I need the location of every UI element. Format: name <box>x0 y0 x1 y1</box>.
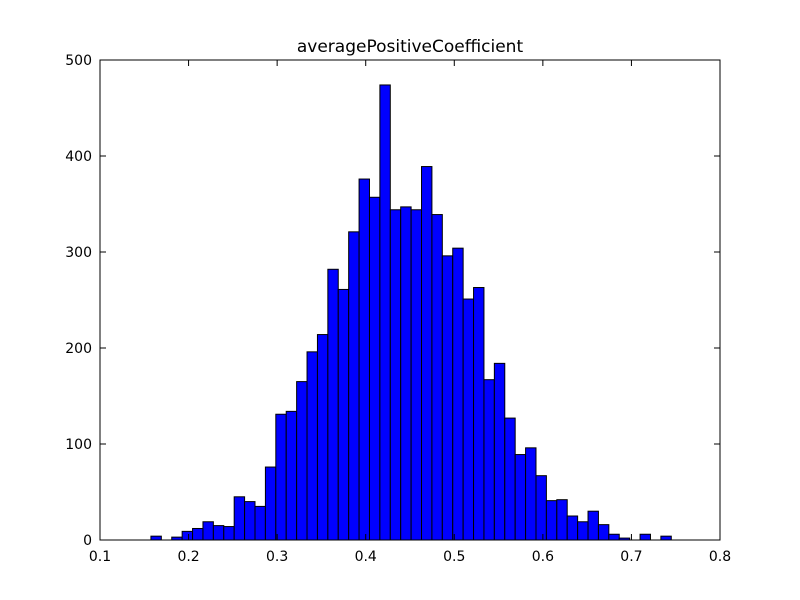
histogram-bar <box>285 410 298 541</box>
histogram-bar <box>306 351 318 541</box>
histogram-bar <box>254 505 266 541</box>
histogram-bar <box>556 499 568 541</box>
bars-group <box>150 84 672 541</box>
histogram-bar <box>421 166 433 541</box>
histogram-bar <box>514 454 527 541</box>
histogram-bar <box>379 84 391 541</box>
histogram-bar <box>441 255 454 541</box>
y-tick-label: 200 <box>65 341 92 357</box>
histogram-bar <box>660 535 672 541</box>
histogram-bar <box>452 247 464 541</box>
y-tick-label: 100 <box>65 437 92 453</box>
histogram-bar <box>337 288 350 541</box>
histogram-bar <box>233 496 246 541</box>
histogram-bar <box>192 527 204 541</box>
y-tick-label: 500 <box>65 53 92 69</box>
histogram-bar <box>275 413 287 541</box>
histogram-bar <box>348 231 360 541</box>
histogram-bar <box>410 209 423 541</box>
x-tick-label: 0.1 <box>89 549 111 565</box>
histogram-bar <box>545 500 558 541</box>
histogram-bar <box>150 535 162 541</box>
histogram-bar <box>608 533 620 541</box>
chart-title: averagePositiveCoefficient <box>297 37 524 57</box>
x-tick-label: 0.7 <box>620 549 642 565</box>
y-tick-label: 300 <box>65 245 92 261</box>
x-tick-label: 0.4 <box>355 549 377 565</box>
histogram-bar <box>587 510 599 541</box>
plot-frame <box>99 59 721 541</box>
histogram-bar <box>368 196 381 541</box>
histogram-bar <box>431 214 443 541</box>
histogram-bar <box>462 298 475 541</box>
histogram-bar <box>493 362 506 541</box>
histogram-bar <box>327 268 339 541</box>
histogram-bar <box>358 178 370 541</box>
histogram-bar <box>223 526 235 541</box>
histogram-bar <box>202 521 214 541</box>
histogram-bar <box>504 417 516 541</box>
histogram-bar <box>473 287 485 541</box>
y-tick-label: 0 <box>83 533 92 549</box>
ticks-group: 0.1 0.2 0.3 0.4 0.5 0.6 0.7 0.8 0 100 200 300 400 500 <box>65 53 731 565</box>
x-tick-label: 0.6 <box>532 549 554 565</box>
histogram-bar <box>597 524 610 541</box>
y-tick-label: 400 <box>65 149 92 165</box>
histogram-bar <box>244 501 256 541</box>
histogram-bar <box>535 475 547 541</box>
x-tick-label: 0.3 <box>266 549 288 565</box>
histogram-bar <box>181 530 194 541</box>
x-tick-label: 0.8 <box>709 549 731 565</box>
histogram-bar <box>389 209 402 541</box>
histogram-bar <box>639 533 651 541</box>
histogram-bar <box>400 206 412 541</box>
histogram-bar <box>212 525 225 541</box>
histogram-bar <box>296 381 308 541</box>
histogram-bar <box>566 515 579 541</box>
histogram-bar <box>483 379 495 541</box>
x-tick-label: 0.2 <box>177 549 199 565</box>
histogram-bar <box>264 466 277 541</box>
histogram-bar <box>577 521 589 541</box>
histogram-bar <box>525 447 537 541</box>
x-tick-label: 0.5 <box>443 549 465 565</box>
histogram-bar <box>316 334 329 541</box>
